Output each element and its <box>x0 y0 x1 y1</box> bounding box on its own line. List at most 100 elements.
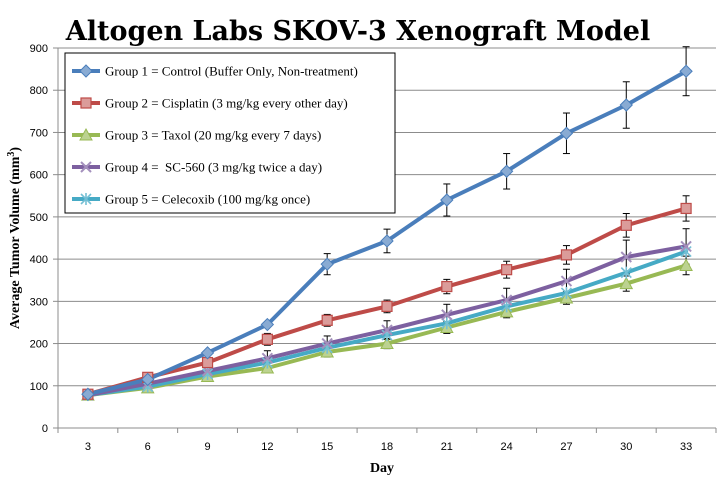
x-tick-label: 21 <box>441 441 453 453</box>
marker-stroke <box>261 352 274 365</box>
x-tick-label: 27 <box>560 441 572 453</box>
legend-item-group-2: Group 2 = Cisplatin (3 mg/kg every other… <box>72 96 348 111</box>
marker-shape <box>321 314 333 326</box>
data-point-group-2 <box>501 264 513 276</box>
legend-label: Group 4 = SC-560 (3 mg/kg twice a day) <box>105 160 322 175</box>
data-point-group-4 <box>441 309 453 321</box>
y-tick-label: 300 <box>30 296 48 308</box>
marker-shape <box>320 257 334 271</box>
x-tick-label: 18 <box>381 441 393 453</box>
data-point-group-1 <box>141 372 155 387</box>
y-tick-label: 900 <box>30 43 48 55</box>
data-point-group-4 <box>680 240 692 253</box>
legend-label: Group 3 = Taxol (20 mg/kg every 7 days) <box>105 128 321 143</box>
data-point-group-2 <box>261 333 273 345</box>
data-point-group-5 <box>560 286 573 299</box>
marker-shape <box>619 276 634 290</box>
y-tick-label: 500 <box>30 212 48 224</box>
data-point-group-4 <box>381 324 393 336</box>
legend-item-group-3: Group 3 = Taxol (20 mg/kg every 7 days) <box>72 128 321 143</box>
y-tick-label: 400 <box>30 254 48 266</box>
marker-shape <box>501 264 513 276</box>
data-point-group-1 <box>320 257 334 271</box>
x-tick-label: 6 <box>145 441 151 453</box>
marker-shape <box>79 127 93 141</box>
x-tick-label: 9 <box>204 441 210 453</box>
data-point-group-4 <box>620 251 632 263</box>
y-tick-label: 0 <box>42 423 48 435</box>
data-point-group-2 <box>321 314 333 326</box>
marker-stroke <box>680 240 692 253</box>
marker-stroke <box>381 324 393 336</box>
marker-shape <box>200 346 215 360</box>
legend-label: Group 1 = Control (Buffer Only, Non-trea… <box>105 64 358 79</box>
data-point-group-3 <box>619 276 634 290</box>
data-point-group-5 <box>441 317 453 330</box>
y-tick-label: 100 <box>30 381 48 393</box>
marker-shape <box>560 249 573 261</box>
legend-swatch-marker <box>79 127 93 141</box>
legend-item-group-5: Group 5 = Celecoxib (100 mg/kg once) <box>72 192 310 207</box>
marker-shape <box>260 317 275 332</box>
x-tick-label: 33 <box>680 441 692 453</box>
legend-label: Group 5 = Celecoxib (100 mg/kg once) <box>105 192 310 207</box>
data-point-group-4 <box>500 294 513 306</box>
y-tick-label: 200 <box>30 339 48 351</box>
data-point-group-1 <box>440 193 454 207</box>
marker-shape <box>679 258 693 271</box>
data-point-group-1 <box>679 64 693 78</box>
legend-item-group-1: Group 1 = Control (Buffer Only, Non-trea… <box>72 64 358 79</box>
legend-swatch-marker <box>80 193 92 205</box>
x-tick-label: 3 <box>85 441 91 453</box>
data-point-group-2 <box>560 249 573 261</box>
marker-shape <box>499 164 514 178</box>
marker-shape <box>81 387 95 401</box>
x-tick-labels: 3 6 9 12 15 18 21 24 27 30 33 <box>85 441 692 453</box>
legend-swatch-marker <box>80 161 92 173</box>
marker-shape <box>380 234 394 248</box>
marker-shape <box>80 97 92 109</box>
y-axis-label-superscript: 3 <box>6 152 17 157</box>
data-point-group-1 <box>260 317 275 332</box>
marker-stroke <box>500 294 513 306</box>
marker-shape <box>620 219 632 231</box>
legend-item-group-4: Group 4 = SC-560 (3 mg/kg twice a day) <box>72 160 322 175</box>
legend-swatch-marker <box>80 97 92 109</box>
axes <box>53 47 717 433</box>
data-point-group-3 <box>679 258 693 271</box>
marker-shape <box>380 336 394 350</box>
legend-swatch-marker <box>79 64 93 78</box>
x-tick-label: 24 <box>501 441 513 453</box>
data-point-group-2 <box>381 300 393 312</box>
data-point-group-1 <box>559 126 574 140</box>
series-markers <box>81 64 693 402</box>
y-tick-label: 700 <box>30 127 48 139</box>
marker-stroke <box>321 337 333 350</box>
marker-shape <box>79 64 93 78</box>
chart-title: Altogen Labs SKOV-3 Xenograft Model <box>65 16 650 47</box>
y-axis-label-main: Average Tumor Volume (mm <box>8 156 23 329</box>
data-point-group-2 <box>680 202 692 215</box>
marker-shape <box>679 64 693 78</box>
legend-label: Group 2 = Cisplatin (3 mg/kg every other… <box>105 96 348 111</box>
marker-shape <box>680 202 692 215</box>
marker-shape <box>141 372 155 387</box>
y-tick-label: 600 <box>30 170 48 182</box>
data-point-group-3 <box>380 336 394 350</box>
data-point-group-4 <box>321 337 333 350</box>
data-point-group-1 <box>380 234 394 248</box>
y-axis-label: Average Tumor Volume (mm3) <box>6 147 24 330</box>
y-tick-label: 800 <box>30 85 48 97</box>
marker-shape <box>261 333 273 345</box>
data-point-group-1 <box>200 346 215 360</box>
x-tick-label: 30 <box>620 441 632 453</box>
data-point-group-4 <box>261 352 274 365</box>
data-point-group-1 <box>499 164 514 178</box>
marker-stroke <box>80 161 92 173</box>
data-point-group-2 <box>620 219 632 231</box>
data-point-group-2 <box>441 280 453 293</box>
marker-shape <box>441 280 453 293</box>
data-point-group-4 <box>560 275 573 287</box>
x-tick-label: 15 <box>321 441 333 453</box>
